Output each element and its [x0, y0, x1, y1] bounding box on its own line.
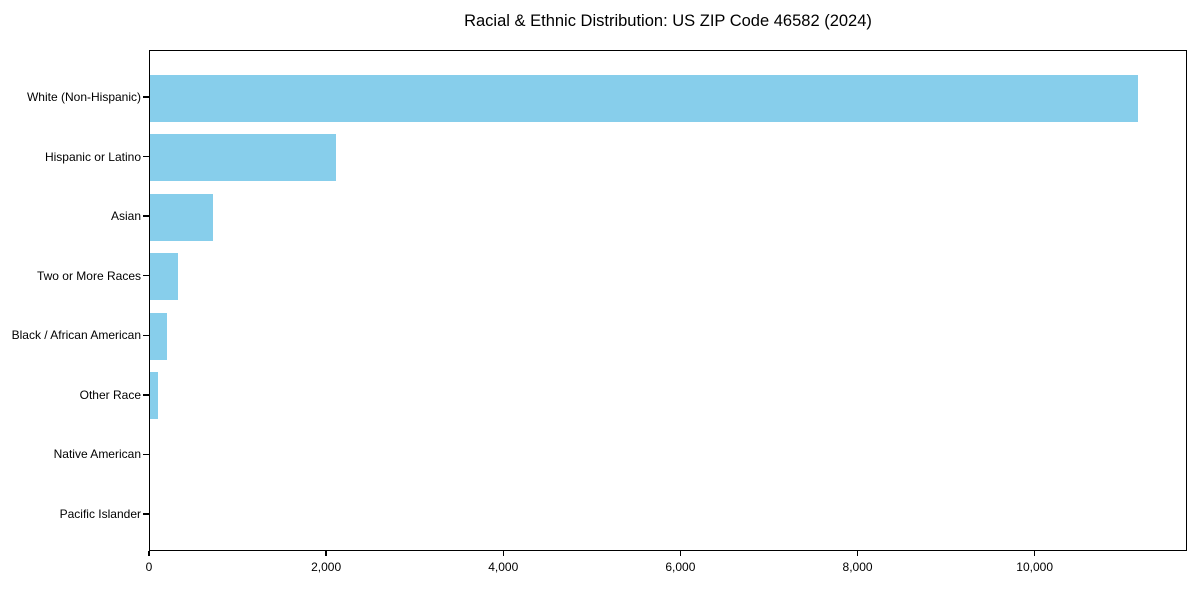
y-tick-label: Other Race	[79, 387, 141, 402]
y-tick-mark	[143, 513, 149, 515]
y-tick-mark	[143, 274, 149, 277]
plot-area	[149, 50, 1187, 551]
x-tick-mark	[148, 551, 150, 556]
bar	[150, 193, 213, 241]
bar	[150, 74, 1139, 122]
y-tick-mark	[143, 394, 149, 396]
bar	[150, 312, 167, 360]
y-tick-mark	[143, 155, 149, 158]
bar	[150, 134, 336, 182]
y-tick-label: White (Non-Hispanic)	[26, 90, 141, 104]
y-tick-mark	[143, 215, 149, 217]
x-tick-label: 10,000	[1016, 560, 1053, 574]
x-tick-mark	[679, 551, 682, 556]
x-tick-mark	[502, 551, 505, 556]
chart-title: Racial & Ethnic Distribution: US ZIP Cod…	[464, 12, 872, 30]
y-tick-mark	[143, 334, 149, 337]
x-tick-mark	[325, 551, 327, 556]
x-tick-label: 2,000	[311, 560, 342, 574]
y-tick-mark	[143, 96, 149, 98]
y-tick-mark	[143, 453, 149, 456]
x-tick-label: 0	[145, 560, 153, 574]
y-tick-label: Pacific Islander	[59, 506, 141, 521]
y-tick-label: Two or More Races	[36, 268, 141, 283]
x-tick-label: 4,000	[488, 560, 519, 574]
bar	[150, 372, 159, 420]
y-tick-label: Black / African American	[11, 328, 141, 343]
x-tick-label: 6,000	[665, 560, 696, 574]
x-tick-mark	[1033, 551, 1036, 556]
x-tick-label: 8,000	[842, 560, 873, 574]
y-tick-label: Hispanic or Latino	[44, 149, 141, 164]
x-tick-mark	[856, 551, 859, 556]
y-tick-label: Native American	[53, 447, 141, 462]
bar	[150, 253, 178, 301]
y-tick-label: Asian	[110, 209, 141, 224]
